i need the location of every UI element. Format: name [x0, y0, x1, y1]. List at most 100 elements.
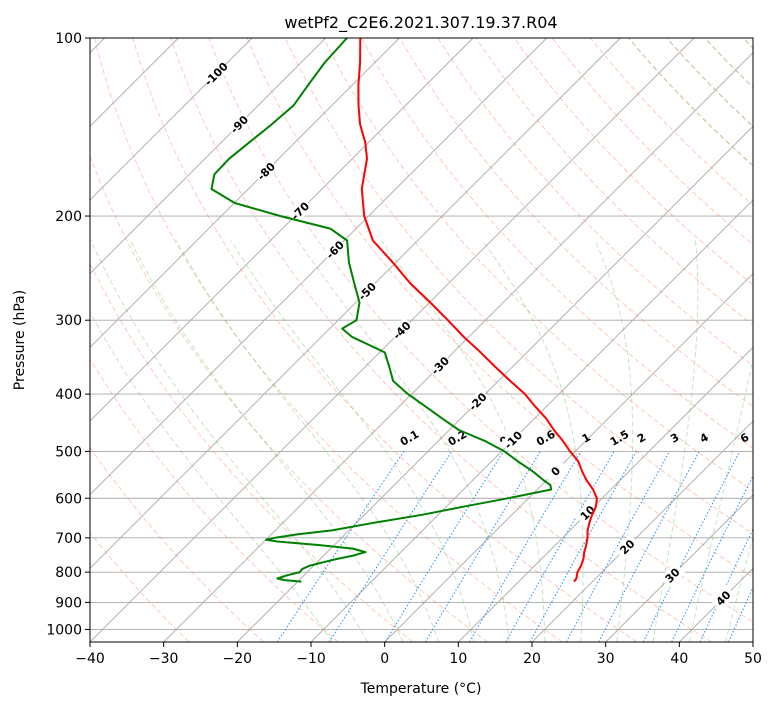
x-tick-label: 50 — [744, 651, 762, 667]
isotherm-line — [752, 641, 753, 642]
x-tick-label: −30 — [149, 651, 179, 667]
moist-adiabat-line — [129, 240, 404, 642]
isotherm-label: -60 — [324, 238, 347, 261]
x-axis-label: Temperature (°C) — [360, 681, 482, 697]
isotherm-line — [90, 38, 253, 201]
moist-adiabat-line — [482, 240, 584, 642]
isotherm-label-bg — [574, 500, 601, 526]
mixing-ratio-label: 0.1 — [398, 428, 421, 449]
y-tick-label: 600 — [55, 491, 82, 507]
isotherm-label-bg — [464, 388, 491, 415]
y-tick-label: 200 — [55, 209, 82, 225]
dry-adiabat-line — [361, 38, 753, 449]
isotherm-label-bg — [659, 562, 686, 589]
dry-adiabats — [90, 38, 753, 642]
mixing-ratio-line — [699, 528, 753, 642]
isotherm-label-bg — [203, 61, 229, 87]
dry-adiabat-line — [90, 531, 190, 642]
mixing-ratio-line — [505, 451, 615, 642]
dewpoint-line — [210, 38, 553, 583]
y-tick-label: 500 — [55, 444, 82, 460]
y-axis-ticks: 100 200 300 400 500 600 700 800 900 1000 — [46, 31, 90, 638]
x-tick-label: 30 — [597, 651, 615, 667]
isotherm-label-bg — [287, 198, 313, 224]
plot-frame — [89, 37, 754, 643]
isotherm-line — [90, 38, 621, 569]
plot-area: 0.10.20.40.611.52346810131620253036-100-… — [90, 38, 775, 642]
mixing-ratio-line — [728, 586, 753, 642]
isotherm-line — [90, 38, 400, 348]
isotherm-label: -100 — [202, 60, 231, 89]
x-tick-label: 20 — [523, 651, 541, 667]
x-tick-label: −10 — [296, 651, 326, 667]
y-tick-label: 400 — [55, 387, 82, 403]
isotherm-label: -40 — [390, 319, 413, 342]
isotherm-label-bg — [542, 458, 569, 484]
moist-adiabat-line — [297, 240, 510, 642]
isotherm-label-bg — [354, 278, 380, 304]
dry-adiabat-line — [513, 38, 753, 286]
dry-adiabat-line — [94, 38, 563, 642]
mixing-ratio-label: 4 — [698, 430, 711, 445]
moist-adiabat-line — [230, 240, 475, 642]
isotherm-line — [90, 38, 547, 496]
isotherm-label-bg — [226, 111, 252, 138]
dewpoint-series — [210, 38, 553, 583]
dry-adiabat-line — [742, 38, 753, 49]
isotherm-line — [90, 38, 474, 422]
mixing-ratio-line — [642, 451, 741, 642]
moist-adiabat-line — [90, 240, 369, 642]
moist-adiabat-line — [594, 240, 634, 642]
isotherm-line — [384, 273, 753, 642]
mixing-ratio-label: 6 — [738, 430, 751, 445]
chart-title: wetPf2_C2E6.2021.307.19.37.R04 — [284, 13, 557, 33]
dry-adiabat-line — [284, 38, 753, 535]
dry-adiabat-line — [437, 38, 753, 367]
isotherm-label-bg — [427, 352, 453, 379]
x-tick-label: 10 — [449, 651, 467, 667]
dry-adiabat-line — [323, 38, 753, 492]
y-tick-label: 700 — [55, 531, 82, 547]
x-tick-label: 0 — [380, 651, 389, 667]
mixing-ratio-label: 1 — [580, 431, 593, 446]
mixing-ratio-line — [565, 451, 671, 642]
dry-adiabat-line — [399, 38, 753, 408]
isotherm-line — [310, 199, 753, 642]
mixing-ratio-line — [424, 451, 541, 642]
isotherms — [90, 38, 753, 642]
x-tick-label: −40 — [75, 651, 105, 667]
x-tick-label: 40 — [670, 651, 688, 667]
temperature-series — [357, 38, 598, 583]
dry-adiabat-line — [90, 154, 488, 642]
y-axis-label: Pressure (hPa) — [12, 290, 28, 390]
dry-adiabat-line — [246, 38, 753, 578]
isotherm-label-bg — [388, 317, 415, 344]
mixing-ratio-label: 1.5 — [608, 428, 631, 449]
isotherm-line — [163, 52, 753, 642]
moist-adiabat-line — [176, 240, 439, 642]
mixing-ratio-line — [384, 451, 504, 642]
isotherm-label: -30 — [429, 354, 452, 377]
mixing-ratio-line — [598, 451, 700, 642]
isotherm-line — [679, 567, 753, 642]
y-tick-label: 100 — [55, 31, 82, 47]
isotherm-line — [605, 494, 753, 642]
isotherm-line — [90, 38, 326, 275]
isotherm-label-bg — [253, 158, 279, 184]
moist-adiabat-line — [652, 240, 699, 642]
y-tick-label: 800 — [55, 565, 82, 581]
mixing-ratio-line — [469, 451, 582, 642]
moist-adiabat-line — [90, 311, 333, 642]
isotherm-line — [90, 38, 695, 642]
isotherm-line — [237, 125, 753, 642]
isotherm-label-bg — [500, 427, 526, 453]
mixing-ratio-label: 2 — [635, 431, 648, 446]
isotherm-label-bg — [710, 585, 736, 611]
isotherm-label: -80 — [255, 160, 278, 183]
mixing-ratio-line — [671, 474, 753, 642]
mixing-ratio-label: 3 — [668, 431, 681, 446]
y-tick-label: 300 — [55, 313, 82, 329]
mixing-ratio-label: 8 — [764, 431, 775, 446]
